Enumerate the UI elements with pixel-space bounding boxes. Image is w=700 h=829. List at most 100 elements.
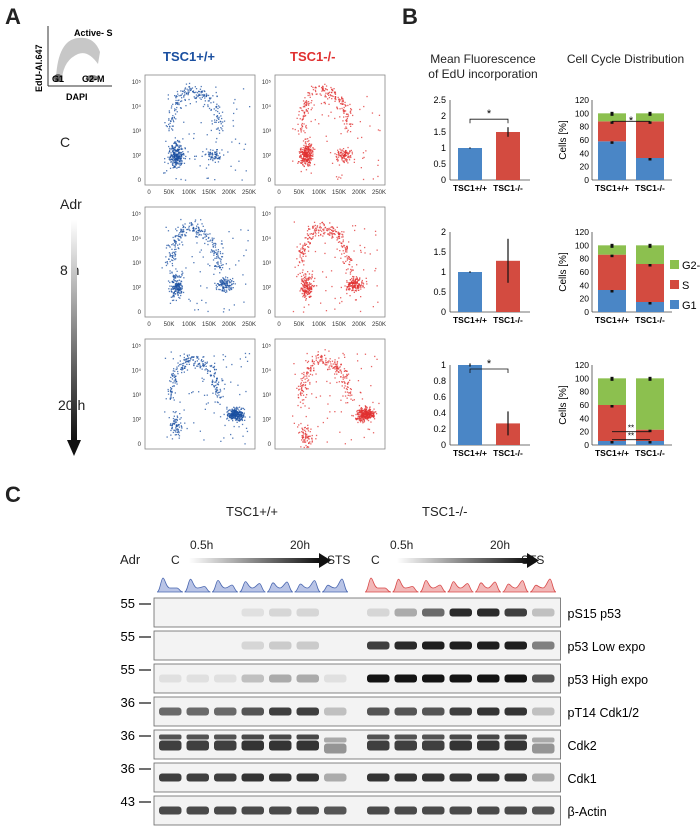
stack-S-TSC1-/- [636, 429, 664, 441]
legend-swatch [670, 280, 679, 289]
mw-marker: 55 [121, 629, 135, 644]
wt-time-c: C [171, 553, 180, 567]
y-tick-label: 10⁵ [262, 79, 272, 86]
bar-TSC1+/+ [458, 272, 482, 312]
protein-band [324, 707, 347, 716]
protein-band [324, 806, 347, 815]
y-tick-label: 10² [262, 286, 271, 292]
ko-dna-histograms [364, 577, 557, 593]
x-tick-label: 50K [164, 322, 175, 328]
protein-band [394, 608, 417, 617]
error-mark [610, 288, 614, 293]
stack-G2-M-TSC1-/- [636, 245, 664, 264]
y-tick-label: 2.5 [433, 95, 446, 105]
protein-band-upper [422, 734, 445, 740]
error-mark [610, 403, 614, 408]
stack-S-TSC1-/- [636, 264, 664, 302]
protein-band [422, 641, 445, 650]
protein-band [241, 674, 264, 683]
cell-cycle-chart-row-0: 0 20 40 60 80 100 120 Cells [%] TSC1+/+ TSC1-/- * [558, 95, 672, 193]
protein-band [296, 608, 319, 617]
error-mark [648, 262, 652, 267]
dapi-label: DAPI [66, 92, 88, 102]
error-mark [648, 376, 652, 381]
protein-band [241, 773, 264, 782]
category-label: TSC1-/- [635, 183, 665, 193]
category-label: TSC1+/+ [595, 448, 629, 458]
x-tick-label: 200K [222, 190, 236, 196]
y-axis-label: Cells [%] [558, 385, 569, 425]
y-tick-label: 0 [584, 307, 589, 317]
protein-band [532, 674, 555, 683]
y-tick-label: 60 [580, 135, 590, 145]
panel-a-letter: A [5, 4, 21, 29]
group-label-wt: TSC1+/+ [226, 504, 279, 519]
y-tick-label: 120 [575, 227, 589, 237]
stack-G1-TSC1-/- [636, 158, 664, 180]
protein-band-upper [186, 734, 209, 740]
protein-band [241, 641, 264, 650]
protein-band [269, 773, 292, 782]
panel-b-charts: 0 0.5 1 1.5 2 2.5 TSC1+/+ TSC1-/- * 0 0.5 1 1.5 2 TSC1… [433, 95, 700, 458]
y-tick-label: 10⁵ [262, 343, 272, 350]
error-mark [610, 139, 614, 144]
protein-band [477, 773, 500, 782]
y-tick-label: 60 [580, 267, 590, 277]
wt-time-05h: 0.5h [190, 538, 214, 552]
scatter-plot-control-wt: 10⁵ 10⁴ 10³ 10² 00 50K 100K 150K 200K 250K [132, 74, 256, 196]
y-tick-label: 10³ [132, 393, 141, 399]
protein-band [269, 674, 292, 683]
protein-band [159, 674, 182, 683]
x-tick-label: 0 [277, 190, 281, 196]
y-tick-label: 0 [138, 310, 142, 316]
protein-band-upper [504, 734, 527, 740]
protein-band [449, 707, 472, 716]
protein-band-upper [394, 734, 417, 740]
x-tick-label: 250K [372, 322, 386, 328]
blot-row-cdk2: 36 Cdk2 [121, 728, 597, 760]
y-tick-label: 10⁴ [262, 236, 272, 243]
y-tick-label: 0 [584, 440, 589, 450]
protein-band [422, 740, 445, 751]
y-tick-label: 0 [138, 178, 142, 184]
protein-band [214, 740, 237, 751]
ko-time-c: C [371, 553, 380, 567]
y-tick-label: 10⁴ [132, 236, 142, 243]
y-tick-label: 20 [580, 294, 590, 304]
error-mark [648, 428, 652, 433]
y-tick-label: 100 [575, 240, 589, 250]
protein-band [241, 806, 264, 815]
wt-dna-histograms [156, 577, 349, 593]
protein-band [394, 740, 417, 751]
protein-band [532, 806, 555, 815]
s-gate-shape [56, 37, 100, 78]
blot-label: β-Actin [568, 805, 607, 819]
y-tick-label: 10² [262, 418, 271, 424]
y-tick-label: 10³ [132, 261, 141, 267]
mw-marker: 55 [121, 662, 135, 677]
y-tick-label: 40 [580, 413, 590, 423]
protein-band [159, 740, 182, 751]
protein-band [422, 773, 445, 782]
wt-time-sts: STS [327, 553, 351, 567]
significance-star: * [487, 108, 492, 120]
protein-band [296, 707, 319, 716]
ko-time-arrow [397, 553, 539, 568]
protein-band [159, 707, 182, 716]
y-tick-label: 10³ [262, 261, 271, 267]
error-mark [610, 111, 614, 116]
stack-G1-TSC1+/+ [598, 290, 626, 312]
y-tick-label: 20 [580, 162, 590, 172]
x-tick-label: 150K [202, 190, 216, 196]
y-tick-label: 100 [575, 373, 589, 383]
protein-band [394, 707, 417, 716]
legend-label: S [682, 280, 689, 292]
y-tick-label: 1 [441, 360, 446, 370]
protein-band [296, 641, 319, 650]
protein-band [422, 674, 445, 683]
y-tick-label: 1 [441, 143, 446, 153]
stack-G2-M-TSC1-/- [636, 113, 664, 122]
y-tick-label: 10³ [132, 129, 141, 135]
x-tick-label: 50K [164, 190, 175, 196]
protein-band-upper [449, 734, 472, 740]
